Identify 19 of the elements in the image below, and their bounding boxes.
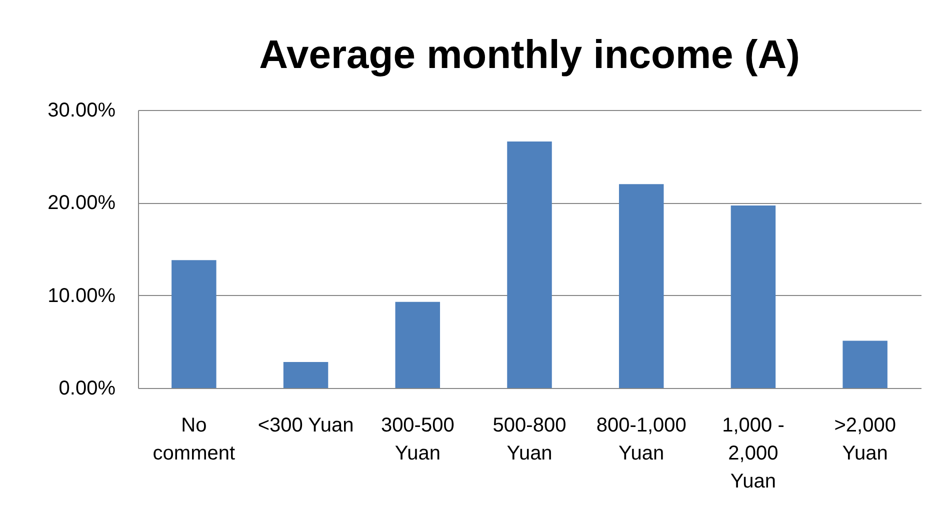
x-tick-label: 500-800 Yuan — [492, 414, 566, 464]
y-tick-label: 10.00% — [48, 284, 116, 307]
x-tick-label: >2,000 Yuan — [834, 414, 896, 464]
x-tick-label: No comment — [152, 414, 236, 464]
bar — [618, 184, 664, 388]
x-tick-label: 800-1,000 Yuan — [596, 414, 686, 464]
bar — [172, 260, 216, 388]
x-tick-label: <300 Yuan — [258, 414, 354, 436]
bar — [283, 362, 328, 388]
y-tick-label: 0.00% — [58, 378, 116, 400]
y-tick-label: 20.00% — [48, 192, 116, 214]
bar — [730, 205, 776, 388]
bar — [395, 302, 440, 388]
chart-title: Average monthly income (A) — [259, 33, 800, 77]
y-tick-label: 30.00% — [48, 100, 116, 122]
x-tick-label: 300-500 Yuan — [380, 414, 454, 464]
x-tick-label: 1,000 - 2,000 Yuan — [722, 414, 784, 492]
bar — [507, 142, 552, 388]
bar — [842, 340, 888, 388]
